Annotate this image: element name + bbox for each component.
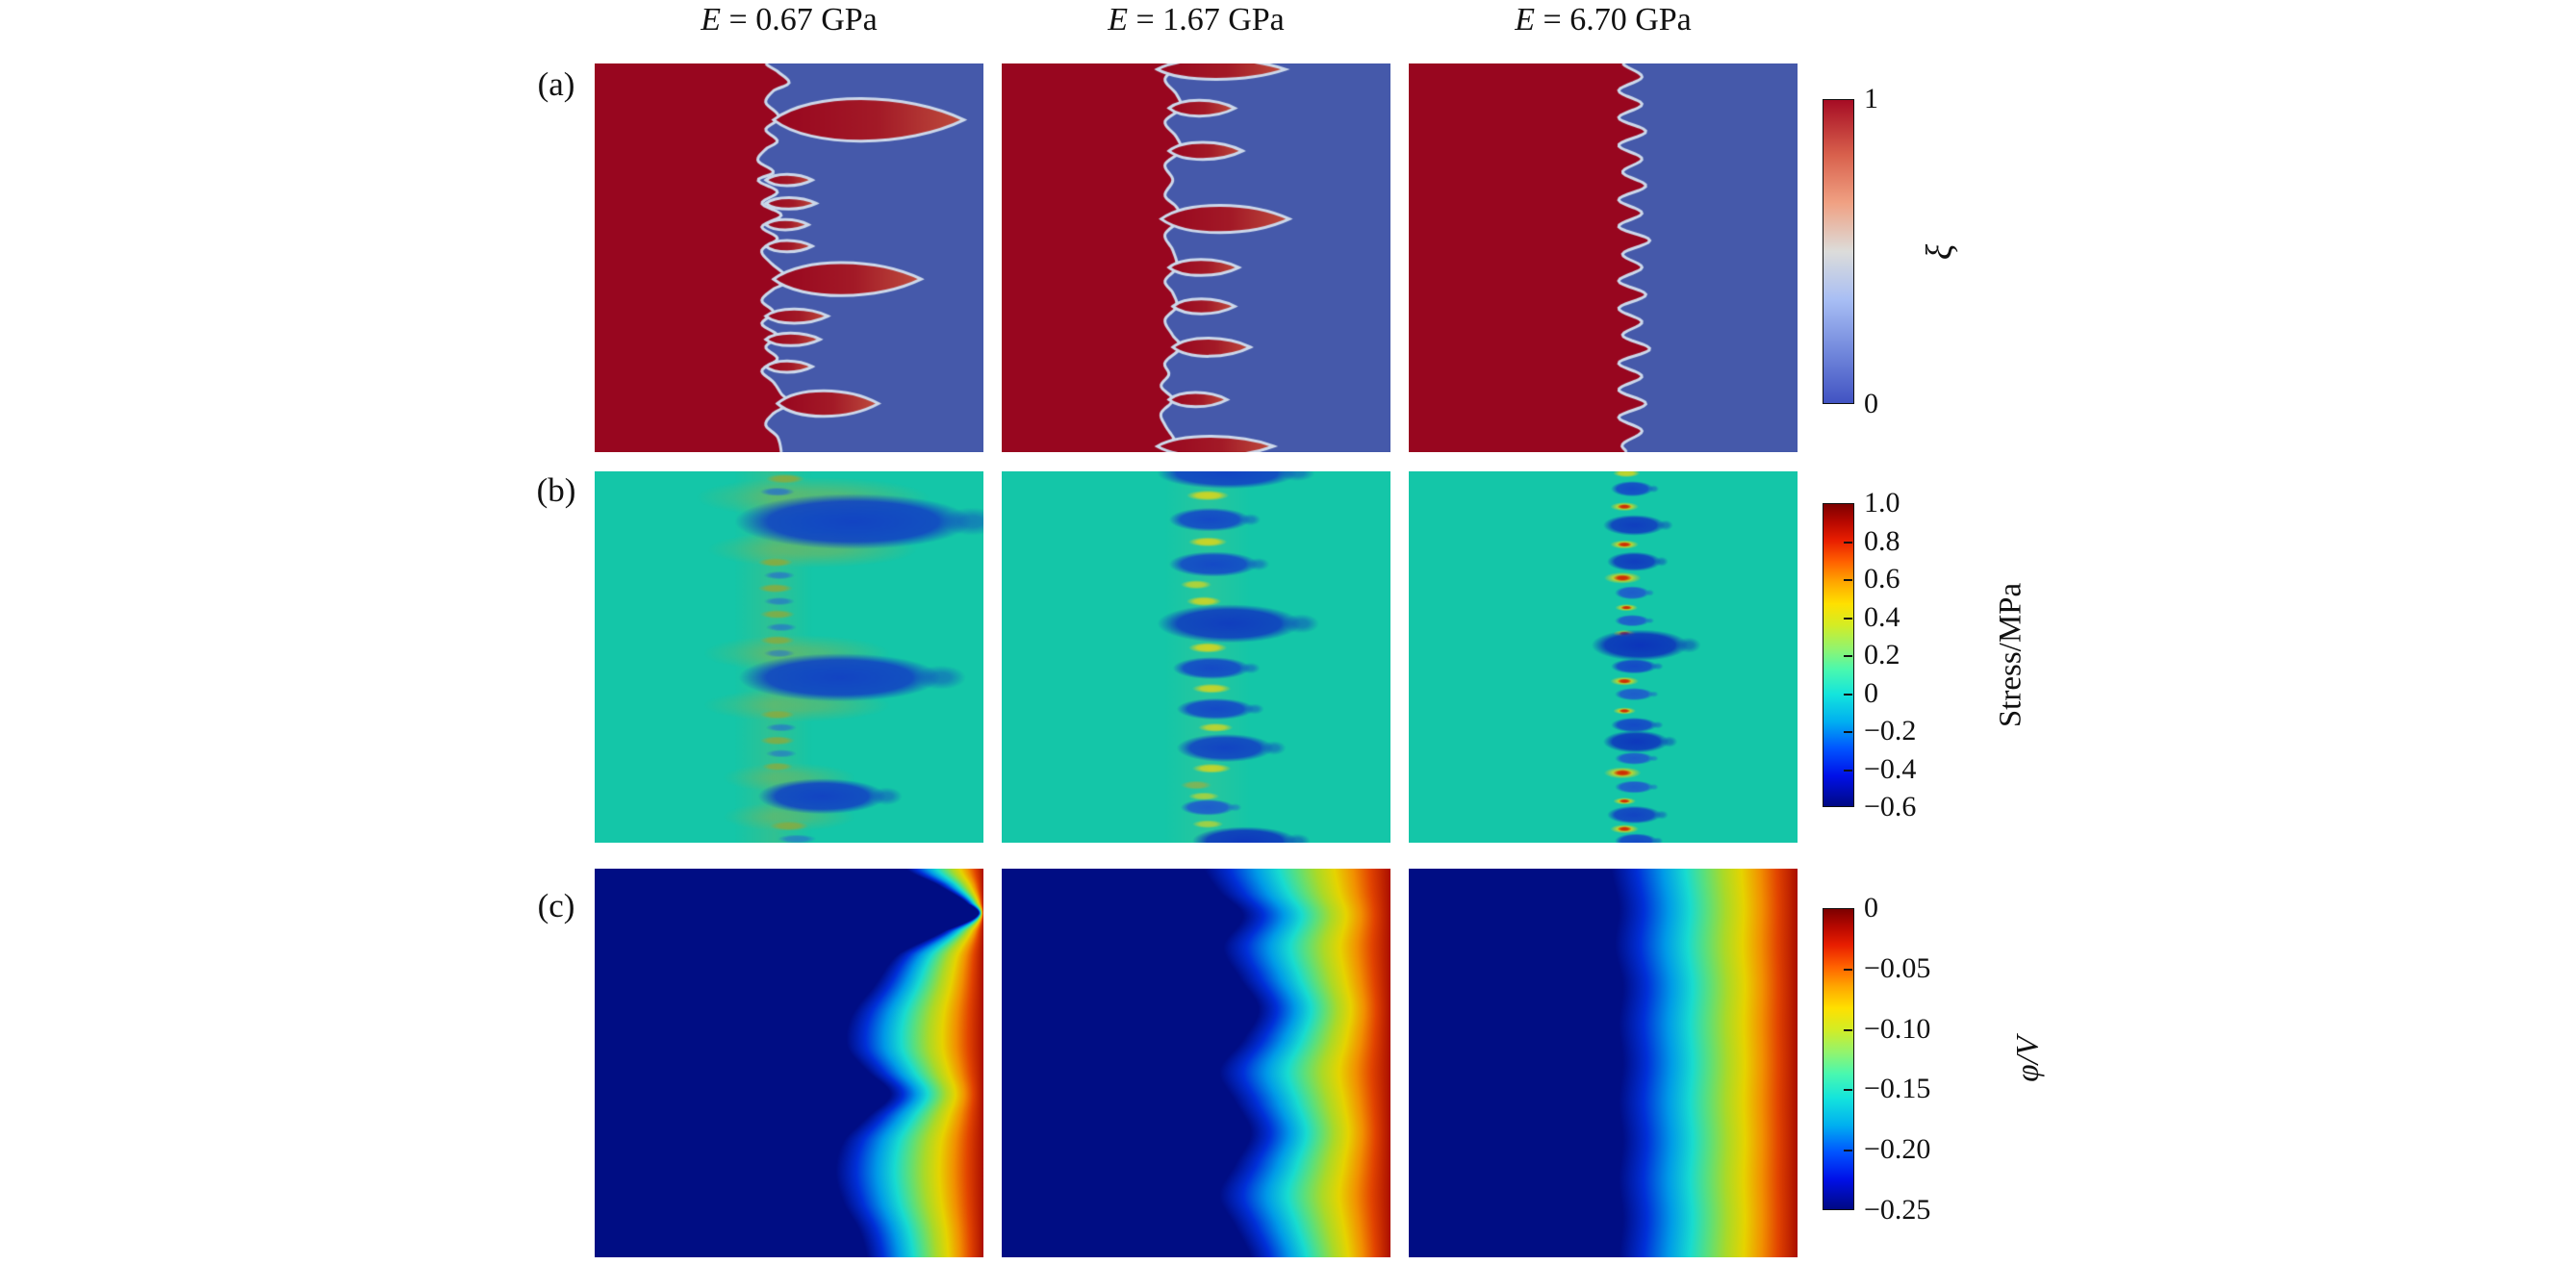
heatmap-panel-a3: [1409, 63, 1798, 452]
heatmap-panel-c3: [1409, 869, 1798, 1257]
colorbar-potential: 0 −0.05 −0.10 −0.15 −0.20 −0.25 φ/V: [1823, 894, 2046, 1225]
colorbar-tick: −0.2: [1864, 715, 1917, 746]
heatmap-panel-a2: [1002, 63, 1390, 452]
row-label-b: (b): [536, 471, 576, 509]
colorbar-xi: 1 0 ξ: [1823, 85, 1960, 418]
heatmap-panel-c2: [1002, 869, 1390, 1257]
column-title-1: E = 0.67 GPa: [701, 2, 878, 38]
symbol-E: E: [1515, 2, 1536, 38]
heatmap-panel-c1: [595, 869, 983, 1257]
tick-mark: [1844, 1029, 1852, 1031]
colorbar-tick: 0: [1864, 388, 1878, 419]
colorbar-potential-gradient: [1823, 908, 1854, 1210]
colorbar-stress: 1.0 0.8 0.6 0.4 0.2 0 −0.2 −0.4 −0.6 Str…: [1823, 489, 2028, 822]
heatmap-panel-a1: [595, 63, 983, 452]
column-title-2: E = 1.67 GPa: [1108, 2, 1285, 38]
tick-mark: [1844, 1150, 1852, 1151]
colorbar-tick: −0.4: [1864, 753, 1917, 785]
row-label-c: (c): [537, 887, 575, 924]
tick-mark: [1844, 694, 1852, 696]
symbol-E: E: [701, 2, 722, 38]
colorbar-tick: 0.2: [1864, 639, 1900, 670]
colorbar-tick: 0.8: [1864, 525, 1900, 557]
tick-mark: [1844, 579, 1852, 581]
heatmap-panel-b1: [595, 471, 983, 843]
colorbar-tick: −0.25: [1864, 1194, 1931, 1226]
tick-mark: [1844, 1089, 1852, 1091]
colorbar-tick: 0: [1864, 677, 1878, 709]
tick-mark: [1844, 770, 1852, 772]
colorbar-xi-label: ξ: [1920, 243, 1960, 261]
heatmap-panel-b3: [1409, 471, 1798, 843]
colorbar-tick: −0.6: [1864, 791, 1917, 822]
row-label-a: (a): [537, 65, 575, 103]
tick-mark: [1844, 655, 1852, 657]
column-title-3: E = 6.70 GPa: [1515, 2, 1692, 38]
colorbar-tick: 1.0: [1864, 487, 1900, 519]
symbol-E: E: [1108, 2, 1129, 38]
tick-mark: [1844, 618, 1852, 620]
colorbar-potential-label: φ/V: [2010, 1036, 2046, 1082]
tick-mark: [1844, 969, 1852, 971]
colorbar-xi-gradient: [1823, 99, 1854, 404]
colorbar-tick: −0.15: [1864, 1073, 1931, 1104]
tick-mark: [1844, 731, 1852, 733]
colorbar-tick: 0.6: [1864, 563, 1900, 595]
colorbar-tick: −0.10: [1864, 1013, 1931, 1045]
colorbar-tick: 0.4: [1864, 601, 1900, 633]
colorbar-tick: −0.20: [1864, 1133, 1931, 1165]
colorbar-tick: 0: [1864, 892, 1878, 923]
heatmap-panel-b2: [1002, 471, 1390, 843]
colorbar-tick: 1: [1864, 83, 1878, 114]
colorbar-tick: −0.05: [1864, 952, 1931, 984]
tick-mark: [1844, 542, 1852, 544]
colorbar-stress-label: Stress/MPa: [1993, 582, 2028, 728]
